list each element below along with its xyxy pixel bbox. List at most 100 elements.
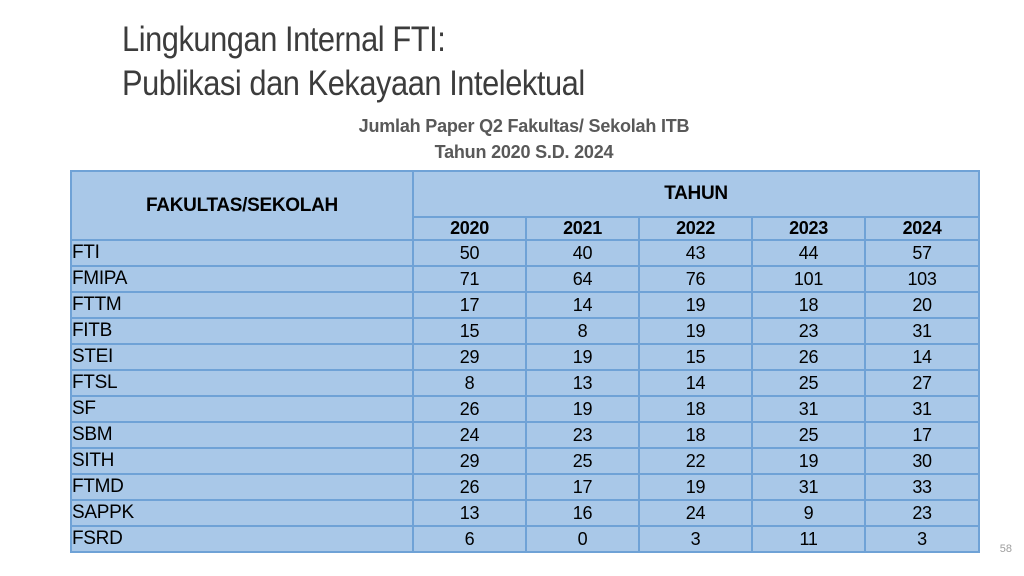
slide-title: Lingkungan Internal FTI: Publikasi dan K… — [122, 18, 585, 106]
value-cell: 27 — [863, 369, 981, 397]
column-group-header-tahun: TAHUN — [411, 170, 981, 218]
value-cell: 15 — [412, 317, 527, 345]
faculty-label: SF — [70, 395, 414, 423]
column-header-year-2024: 2024 — [863, 216, 981, 241]
value-cell: 15 — [638, 343, 753, 371]
table-header-row-2: 2020 2021 2022 2023 2024 — [71, 216, 981, 241]
value-cell: 76 — [638, 265, 753, 293]
slide-title-line-2: Publikasi dan Kekayaan Intelektual — [122, 64, 585, 103]
faculty-label: FTI — [70, 239, 414, 267]
faculty-label: FITB — [70, 317, 414, 345]
value-cell: 103 — [863, 265, 981, 293]
value-cell: 23 — [525, 421, 640, 449]
table-row: FTMD 26 17 19 31 33 — [70, 473, 981, 501]
value-cell: 25 — [751, 369, 866, 397]
value-cell: 18 — [751, 291, 866, 319]
value-cell: 11 — [751, 525, 866, 553]
value-cell: 8 — [525, 317, 640, 345]
faculty-label: FTSL — [70, 369, 414, 397]
table-row: FSRD 6 0 3 11 3 — [70, 525, 981, 553]
value-cell: 30 — [863, 447, 981, 475]
value-cell: 43 — [638, 239, 753, 267]
value-cell: 16 — [525, 499, 640, 527]
table-row: SAPPK 13 16 24 9 23 — [70, 499, 981, 527]
value-cell: 23 — [751, 317, 866, 345]
table-row: FTTM 17 14 19 18 20 — [70, 291, 981, 319]
value-cell: 44 — [751, 239, 866, 267]
column-header-year-2022: 2022 — [638, 216, 753, 241]
value-cell: 50 — [412, 239, 527, 267]
value-cell: 25 — [751, 421, 866, 449]
value-cell: 19 — [525, 395, 640, 423]
value-cell: 18 — [638, 395, 753, 423]
table-header-row-1: FAKULTAS/SEKOLAH TAHUN — [70, 170, 981, 241]
value-cell: 14 — [863, 343, 981, 371]
value-cell: 3 — [638, 525, 753, 553]
value-cell: 19 — [638, 291, 753, 319]
value-cell: 13 — [525, 369, 640, 397]
value-cell: 14 — [525, 291, 640, 319]
value-cell: 19 — [638, 317, 753, 345]
column-header-year-2020: 2020 — [412, 216, 527, 241]
value-cell: 17 — [525, 473, 640, 501]
value-cell: 31 — [751, 473, 866, 501]
value-cell: 24 — [412, 421, 527, 449]
value-cell: 57 — [863, 239, 981, 267]
value-cell: 3 — [863, 525, 981, 553]
value-cell: 6 — [412, 525, 527, 553]
value-cell: 26 — [412, 395, 527, 423]
table-caption-line-1: Jumlah Paper Q2 Fakultas/ Sekolah ITB — [358, 116, 690, 136]
table-row: FITB 15 8 19 23 31 — [70, 317, 981, 345]
page-number: 58 — [999, 543, 1012, 555]
value-cell: 29 — [412, 447, 527, 475]
value-cell: 0 — [525, 525, 640, 553]
faculty-label: FTTM — [70, 291, 414, 319]
value-cell: 64 — [525, 265, 640, 293]
value-cell: 33 — [863, 473, 981, 501]
value-cell: 14 — [638, 369, 753, 397]
faculty-label: FMIPA — [70, 265, 414, 293]
papers-table: FAKULTAS/SEKOLAH TAHUN 2020 2021 2022 20… — [70, 170, 981, 553]
column-header-year-2021: 2021 — [525, 216, 640, 241]
column-header-fakultas: FAKULTAS/SEKOLAH — [70, 170, 414, 241]
value-cell: 24 — [638, 499, 753, 527]
table-caption-line-2: Tahun 2020 S.D. 2024 — [434, 142, 614, 162]
value-cell: 31 — [863, 395, 981, 423]
value-cell: 9 — [751, 499, 866, 527]
value-cell: 17 — [412, 291, 527, 319]
value-cell: 29 — [412, 343, 527, 371]
value-cell: 19 — [751, 447, 866, 475]
table-row: SBM 24 23 18 25 17 — [70, 421, 981, 449]
value-cell: 20 — [863, 291, 981, 319]
value-cell: 26 — [412, 473, 527, 501]
value-cell: 101 — [751, 265, 866, 293]
table-row: SITH 29 25 22 19 30 — [70, 447, 981, 475]
table-caption: Jumlah Paper Q2 Fakultas/ Sekolah ITB Ta… — [70, 113, 978, 165]
value-cell: 71 — [412, 265, 527, 293]
value-cell: 19 — [638, 473, 753, 501]
value-cell: 23 — [863, 499, 981, 527]
value-cell: 17 — [863, 421, 981, 449]
table-body: FTI 50 40 43 44 57 FMIPA 71 64 76 101 103 FTTM 17 14 19… — [70, 239, 981, 553]
value-cell: 22 — [638, 447, 753, 475]
value-cell: 8 — [412, 369, 527, 397]
faculty-label: SAPPK — [70, 499, 414, 527]
value-cell: 31 — [751, 395, 866, 423]
table-row: FMIPA 71 64 76 101 103 — [70, 265, 981, 293]
faculty-label: FSRD — [70, 525, 414, 553]
value-cell: 13 — [412, 499, 527, 527]
value-cell: 31 — [863, 317, 981, 345]
table-row: STEI 29 19 15 26 14 — [70, 343, 981, 371]
faculty-label: STEI — [70, 343, 414, 371]
faculty-label: SBM — [70, 421, 414, 449]
table-row: SF 26 19 18 31 31 — [70, 395, 981, 423]
faculty-label: SITH — [70, 447, 414, 475]
faculty-label: FTMD — [70, 473, 414, 501]
table-row: FTI 50 40 43 44 57 — [70, 239, 981, 267]
value-cell: 25 — [525, 447, 640, 475]
value-cell: 26 — [751, 343, 866, 371]
value-cell: 40 — [525, 239, 640, 267]
value-cell: 18 — [638, 421, 753, 449]
slide-title-line-1: Lingkungan Internal FTI: — [122, 20, 446, 59]
